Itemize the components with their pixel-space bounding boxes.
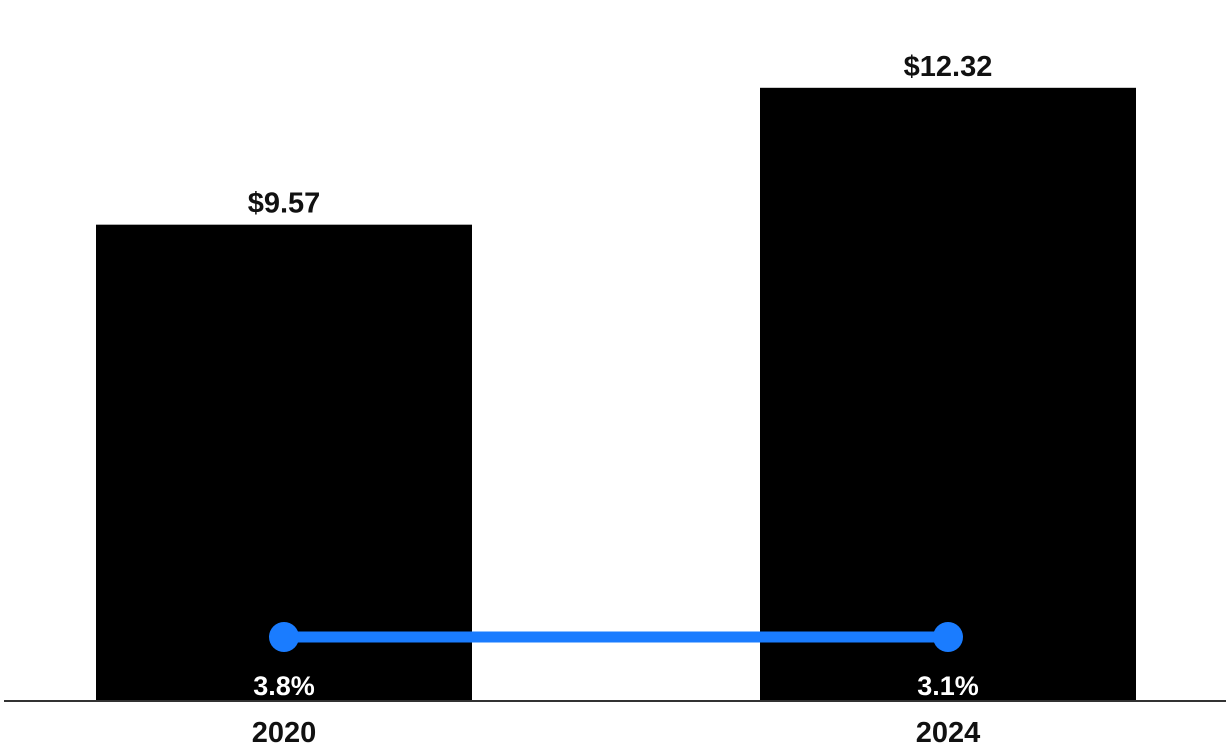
rate-point-2024 (933, 622, 963, 652)
x-tick-label-2020: 2020 (252, 717, 317, 747)
rate-label-2024: 3.1% (917, 671, 979, 701)
bar-2024 (760, 87, 1136, 702)
bar-value-label-2020: $9.57 (248, 188, 321, 220)
rate-point-2020 (269, 622, 299, 652)
x-tick-label-2024: 2024 (916, 717, 981, 747)
rate-label-2020: 3.8% (253, 671, 315, 701)
bar-2020 (96, 224, 472, 702)
bar-value-label-2024: $12.32 (904, 51, 993, 83)
